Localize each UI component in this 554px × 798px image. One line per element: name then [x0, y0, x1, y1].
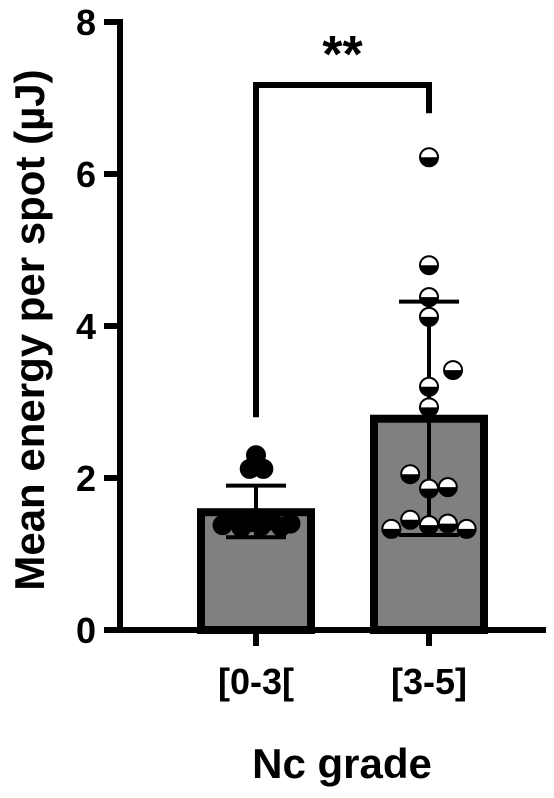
data-point: [437, 513, 458, 534]
data-point: [381, 518, 402, 539]
significance-bracket: **: [253, 26, 432, 418]
axes: 0 2 4 6 8 [0-3[ [3-5]: [76, 2, 546, 702]
data-point-half: [420, 316, 438, 326]
significance-label: **: [322, 26, 363, 84]
data-point-half: [420, 157, 438, 167]
data-point-half: [438, 523, 457, 533]
y-tick-label: 8: [76, 2, 96, 43]
data-point: [419, 515, 439, 536]
data-point: [280, 513, 301, 534]
significance-bracket-line: [253, 82, 432, 418]
data-point: [419, 255, 439, 276]
y-axis-title: Mean energy per spot (µJ): [6, 69, 53, 590]
x-axis-title: Nc grade: [252, 740, 432, 787]
x-tick-label: [3-5]: [391, 661, 467, 702]
data-point: [419, 376, 439, 397]
data-point-half: [420, 386, 438, 396]
y-tick-label: 4: [76, 306, 96, 347]
data-points: [212, 147, 477, 539]
data-point-half: [457, 528, 476, 538]
data-point-half: [420, 407, 438, 417]
data-point: [456, 518, 477, 539]
data-point: [400, 509, 421, 530]
data-point-half: [401, 519, 420, 529]
data-point-marker: [280, 513, 301, 534]
data-point: [443, 360, 464, 381]
y-tick-label: 6: [76, 154, 96, 195]
y-tick-label: 2: [76, 458, 96, 499]
data-point-half: [438, 487, 457, 497]
data-point: [419, 478, 439, 499]
data-point-half: [382, 528, 401, 538]
labels: Mean energy per spot (µJ) Nc grade: [6, 69, 432, 787]
x-tick-label: [0-3[: [218, 661, 294, 702]
data-point-half: [420, 265, 438, 275]
data-point-half: [420, 297, 438, 307]
data-point: [400, 464, 421, 485]
data-point: [419, 287, 439, 308]
data-point: [437, 477, 458, 498]
data-point-half: [401, 474, 420, 484]
data-point-marker: [253, 458, 274, 479]
data-point: [419, 306, 439, 327]
data-point-half: [420, 525, 438, 535]
data-point: [419, 397, 439, 418]
y-tick-label: 0: [76, 610, 96, 651]
data-point: [419, 147, 439, 168]
data-point-half: [420, 488, 438, 498]
data-point-half: [444, 370, 463, 380]
data-point: [253, 458, 274, 479]
